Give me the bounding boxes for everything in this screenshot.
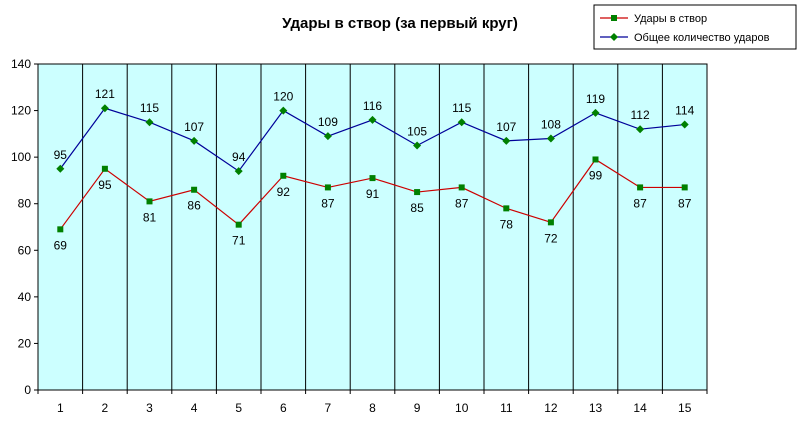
legend: Удары в створ Общее количество ударов — [593, 4, 797, 50]
data-point-diamond — [279, 106, 288, 115]
y-tick-label: 140 — [11, 57, 31, 71]
data-label: 91 — [366, 187, 380, 201]
y-tick-label: 0 — [24, 383, 31, 397]
data-label: 85 — [410, 201, 424, 215]
data-point-diamond — [56, 164, 65, 173]
x-tick-label: 2 — [102, 401, 109, 415]
data-point-square — [592, 156, 599, 163]
x-tick-label: 10 — [455, 401, 469, 415]
data-point-square — [414, 189, 421, 196]
x-tick-label: 3 — [146, 401, 153, 415]
x-tick-label: 1 — [57, 401, 64, 415]
data-point-diamond — [457, 118, 466, 127]
x-tick-label: 13 — [589, 401, 603, 415]
data-point-square — [503, 205, 510, 212]
data-point-diamond — [100, 104, 109, 113]
legend-box — [593, 4, 797, 50]
plot-border — [37, 63, 708, 391]
data-label: 99 — [589, 168, 603, 182]
data-label: 107 — [496, 120, 516, 134]
data-point-diamond — [636, 125, 645, 134]
data-point-diamond — [145, 118, 154, 127]
data-point-diamond — [368, 115, 377, 124]
x-tick-label: 6 — [280, 401, 287, 415]
y-tick-label: 80 — [18, 197, 32, 211]
x-tick-label: 5 — [235, 401, 242, 415]
data-point-square — [191, 186, 198, 193]
data-point-diamond — [234, 167, 243, 176]
data-point-diamond — [190, 136, 199, 145]
data-point-square — [280, 172, 287, 179]
data-label: 95 — [98, 178, 112, 192]
data-label: 86 — [187, 199, 201, 213]
data-label: 87 — [678, 196, 692, 210]
data-point-square — [101, 165, 108, 172]
data-label: 81 — [143, 210, 157, 224]
data-label: 120 — [273, 90, 293, 104]
y-tick-label: 120 — [11, 104, 31, 118]
data-point-square — [637, 184, 644, 191]
data-point-diamond — [680, 120, 689, 129]
x-tick-label: 12 — [544, 401, 558, 415]
data-point-diamond — [413, 141, 422, 150]
y-tick-label: 40 — [18, 290, 32, 304]
data-point-diamond — [323, 132, 332, 141]
data-label: 92 — [277, 185, 291, 199]
chart-title: Удары в створ (за первый круг) — [282, 15, 518, 32]
y-tick-label: 100 — [11, 150, 31, 164]
data-point-diamond — [591, 108, 600, 117]
data-label: 71 — [232, 234, 246, 248]
x-tick-label: 7 — [325, 401, 332, 415]
data-label: 114 — [675, 104, 694, 118]
legend-marker-diamond — [610, 33, 618, 41]
legend-label: Общее количество ударов — [634, 32, 770, 44]
legend-label: Удары в створ — [634, 13, 707, 25]
data-label: 119 — [586, 92, 605, 106]
data-point-square — [235, 221, 242, 228]
x-tick-label: 9 — [414, 401, 421, 415]
data-label: 87 — [455, 196, 469, 210]
data-label: 72 — [544, 231, 558, 245]
x-tick-label: 8 — [369, 401, 376, 415]
data-point-square — [369, 175, 376, 182]
data-label: 94 — [232, 150, 246, 164]
data-label: 87 — [633, 196, 647, 210]
y-tick-label: 20 — [18, 336, 32, 350]
data-label: 107 — [184, 120, 204, 134]
data-label: 112 — [631, 108, 650, 122]
data-point-square — [324, 184, 331, 191]
data-label: 87 — [321, 196, 335, 210]
x-tick-label: 11 — [500, 401, 513, 415]
data-point-square — [547, 219, 554, 226]
data-label: 69 — [54, 238, 68, 252]
data-point-diamond — [546, 134, 555, 143]
data-point-square — [146, 198, 153, 205]
data-point-square — [458, 184, 465, 191]
data-point-square — [681, 184, 688, 191]
data-label: 121 — [95, 87, 115, 101]
data-point-diamond — [502, 136, 511, 145]
data-label: 116 — [363, 99, 382, 113]
x-tick-label: 4 — [191, 401, 198, 415]
data-label: 95 — [54, 148, 68, 162]
legend-marker-square — [611, 15, 617, 21]
data-label: 115 — [452, 101, 471, 115]
data-label: 109 — [318, 115, 338, 129]
data-label: 115 — [140, 101, 159, 115]
x-tick-label: 14 — [633, 401, 647, 415]
x-tick-label: 15 — [678, 401, 692, 415]
plot-background — [38, 64, 707, 390]
data-point-square — [57, 226, 64, 233]
y-tick-label: 60 — [18, 243, 32, 257]
data-label: 105 — [407, 125, 427, 139]
data-label: 108 — [541, 118, 561, 132]
data-label: 78 — [500, 217, 514, 231]
